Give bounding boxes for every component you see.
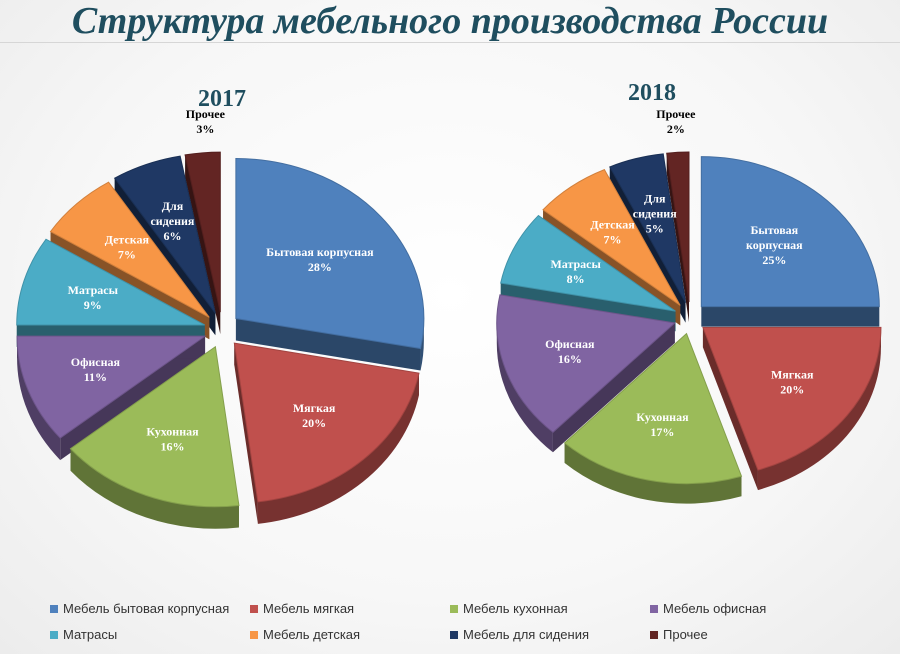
slice-wall	[701, 306, 880, 327]
slice-side	[420, 318, 424, 371]
pie-slice-прочее	[184, 151, 221, 313]
legend-swatch	[250, 631, 258, 639]
legend-label: Мебель бытовая корпусная	[63, 601, 230, 616]
pie-slice-кухонная	[69, 345, 240, 508]
slice-wall	[60, 336, 206, 461]
chart-title: 2018	[628, 80, 676, 106]
legend-label: Мебель для сидения	[463, 627, 590, 642]
legend-label: Мебель мягкая	[263, 601, 355, 616]
title-divider	[0, 42, 900, 43]
slice-label: Кухонная 16%	[146, 424, 199, 453]
pie-chart-2018: 2018 Бытовая корпусная 25% Мягкая 20% Кухонная…	[496, 80, 882, 504]
pie-slice-бытовая-корпусная	[700, 156, 880, 308]
slice-label: Бытовая корпусная 28%	[266, 245, 374, 274]
slice-wall	[666, 153, 689, 323]
slice-label: Детская 7%	[105, 233, 150, 262]
slice-label: Офисная 11%	[71, 355, 121, 384]
legend-swatch	[450, 605, 458, 613]
pie-slice-для-сидения	[609, 153, 687, 303]
slice-side	[70, 448, 239, 529]
slice-wall	[702, 327, 758, 491]
chart-legend: Мебель бытовая корпусная Мебель мягкая Меб…	[50, 596, 860, 648]
legend-item: Мебель офисная	[650, 600, 766, 618]
slice-label: Офисная 16%	[545, 337, 595, 366]
pie-slice-детская	[49, 181, 210, 318]
slice-label: Матрасы 8%	[550, 257, 601, 286]
pie-chart-2017: 2017 Бытовая корпусная 28% Мягкая 20% Кухонна…	[16, 86, 425, 529]
slice-label: Мягкая 20%	[293, 401, 336, 430]
slice-label: Прочее 3%	[186, 107, 226, 136]
pie-slice-детская	[542, 169, 681, 306]
legend-swatch	[50, 605, 58, 613]
slice-wall	[234, 343, 258, 524]
pie-slice-прочее	[666, 151, 690, 303]
pie-slice-матрасы	[500, 214, 676, 312]
chart-title: 2017	[198, 86, 246, 112]
legend-label: Мебель офисная	[663, 601, 767, 616]
legend-label: Мебель кухонная	[463, 601, 568, 616]
legend-swatch	[450, 631, 458, 639]
pie-slice-бытовая-корпусная	[235, 158, 425, 350]
legend-label: Мебель детская	[263, 627, 361, 642]
page-title: Структура мебельного производства России	[71, 0, 829, 42]
legend-swatch	[650, 605, 658, 613]
legend-item: Матрасы	[50, 626, 117, 644]
legend-swatch	[250, 605, 258, 613]
legend-item: Мебель кухонная	[450, 600, 568, 618]
legend-swatch	[50, 631, 58, 639]
pie-slice-мягкая	[702, 326, 882, 471]
slice-wall	[235, 318, 421, 371]
slice-label: Прочее 2%	[656, 107, 696, 136]
legend-item: Прочее	[650, 626, 708, 644]
slice-label: Детская 7%	[590, 217, 635, 246]
pie-slice-офисная	[16, 335, 207, 439]
pie-slice-для-сидения	[113, 155, 216, 314]
slice-label: Для сидения 5%	[633, 191, 677, 235]
slice-label: Бытовая корпусная 25%	[746, 223, 803, 267]
legend-item: Мебель для сидения	[450, 626, 589, 644]
slice-side	[257, 373, 419, 524]
pie-slice-матрасы	[16, 238, 205, 326]
legend-label: Матрасы	[63, 627, 118, 642]
slice-wall	[185, 154, 221, 335]
pie-slice-кухонная	[563, 332, 743, 485]
slice-label: Матрасы 9%	[68, 283, 119, 312]
slice-label: Для сидения 6%	[150, 199, 194, 243]
legend-item: Мебель бытовая корпусная	[50, 600, 229, 618]
legend-item: Мебель мягкая	[250, 600, 354, 618]
slice-wall	[552, 322, 675, 453]
slice-label: Кухонная 17%	[636, 410, 689, 439]
legend-item: Мебель детская	[250, 626, 360, 644]
slice-side	[564, 442, 742, 504]
pie-slice-офисная	[496, 294, 676, 433]
legend-swatch	[650, 631, 658, 639]
pie-slice-мягкая	[233, 342, 420, 503]
slice-label: Мягкая 20%	[771, 368, 814, 397]
legend-label: Прочее	[663, 627, 708, 642]
slice-side	[757, 327, 881, 491]
slice-side	[17, 336, 61, 461]
